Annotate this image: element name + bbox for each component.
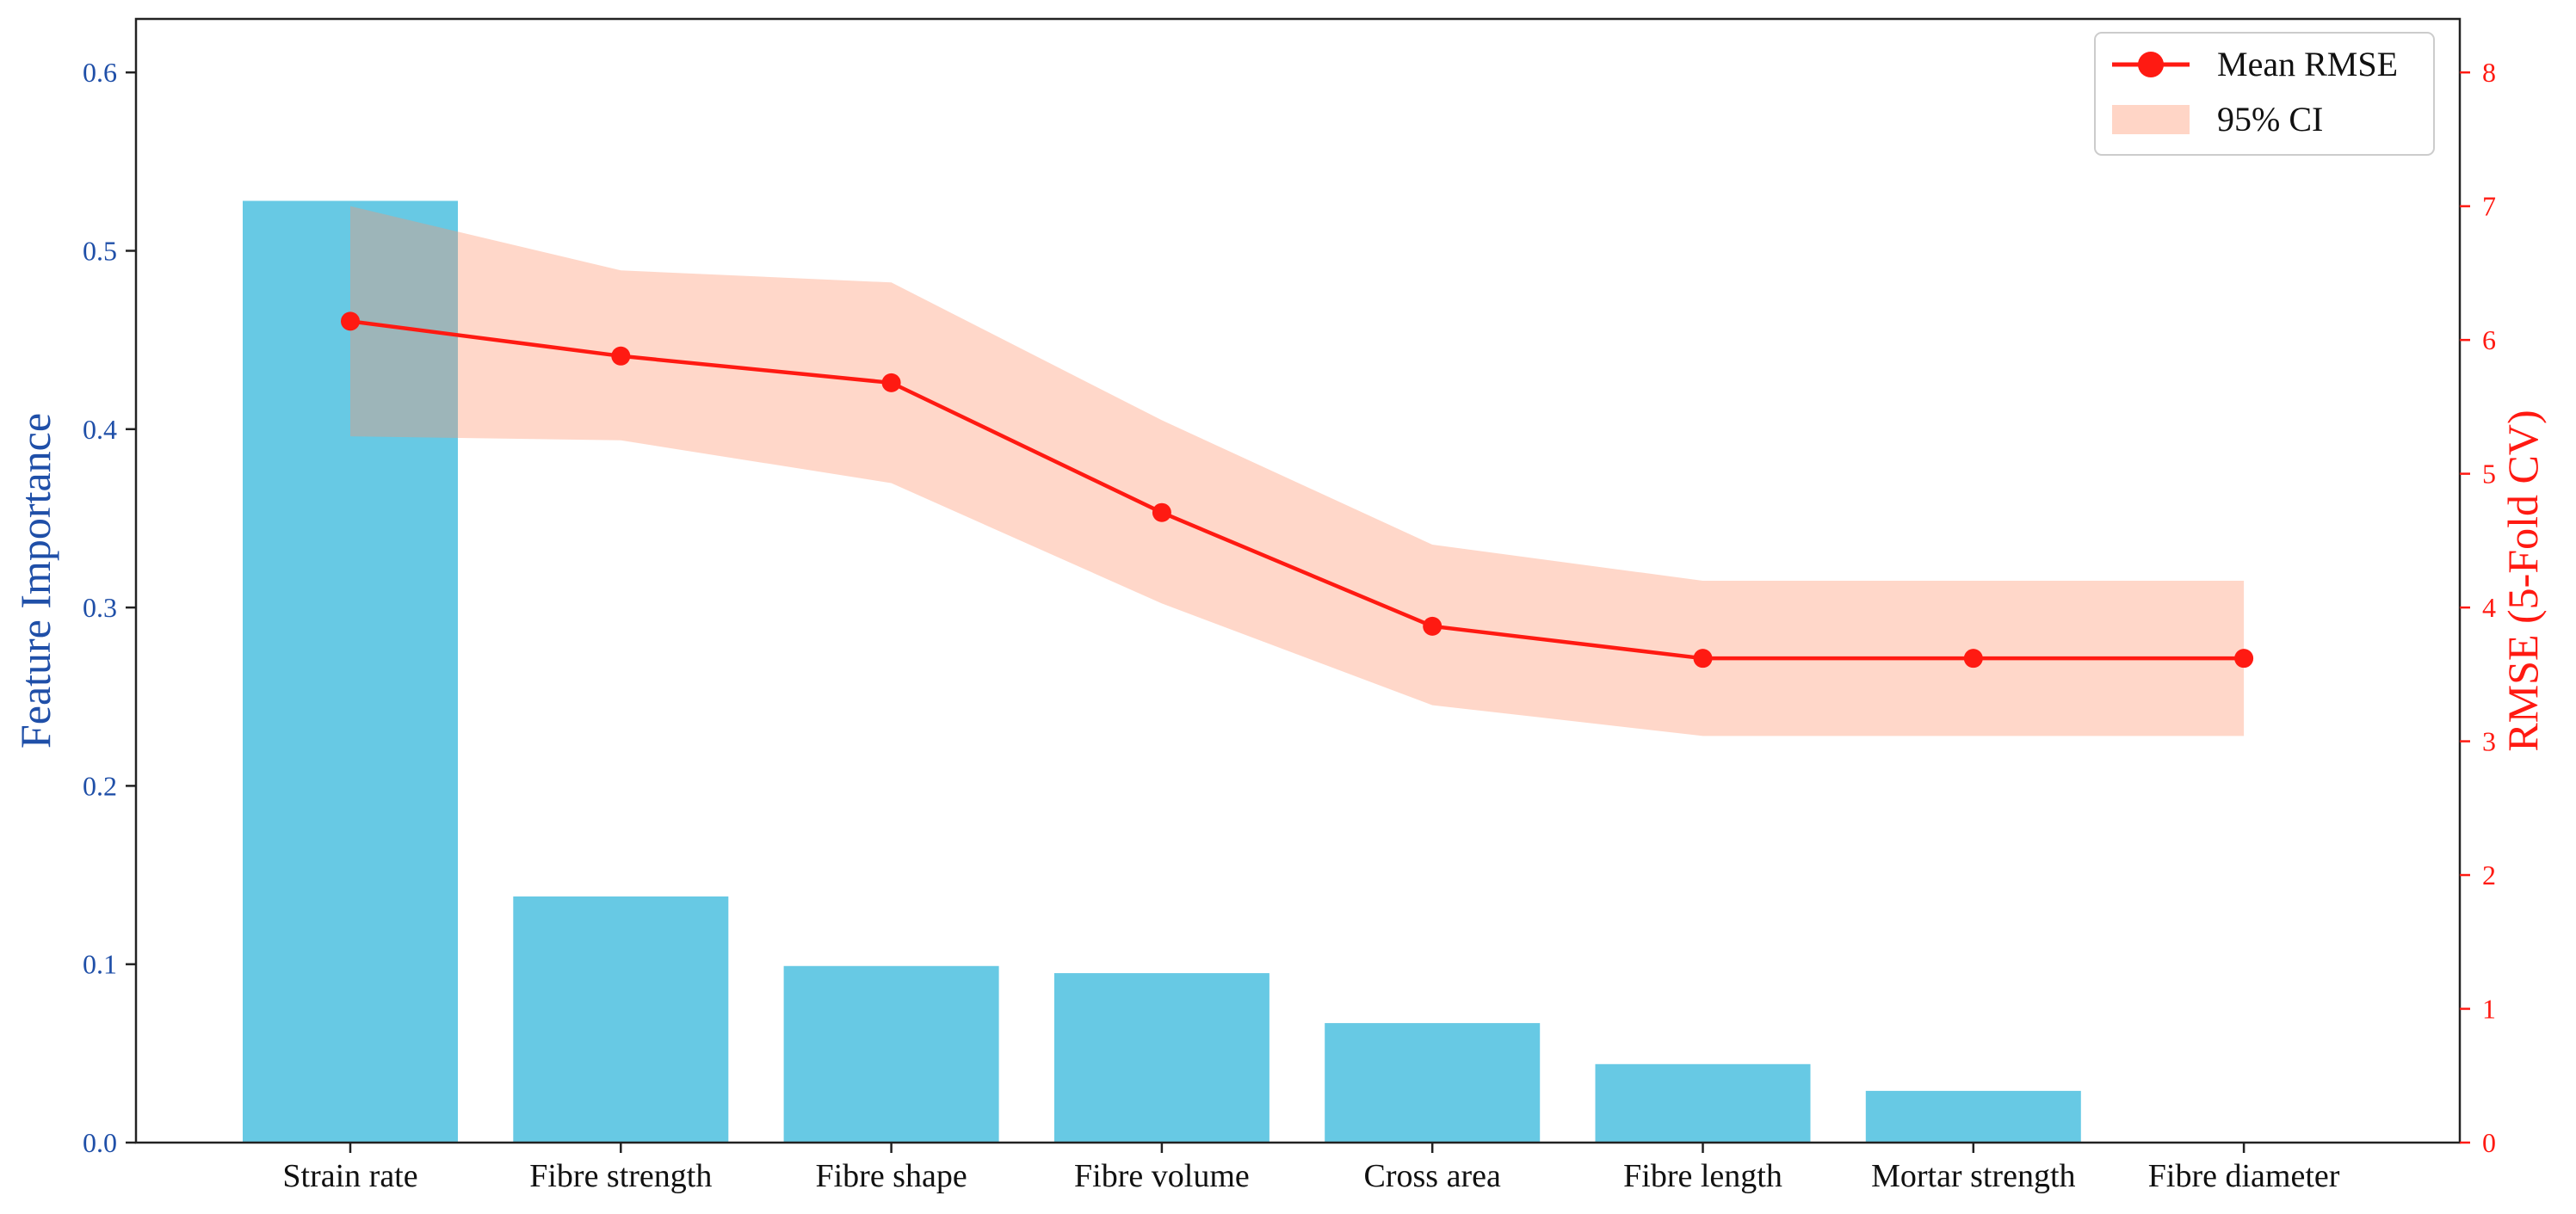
rmse-point-4 — [1423, 616, 1442, 636]
bar-mortar-strength — [1865, 1090, 2081, 1143]
right-tick-label: 5 — [2482, 459, 2496, 490]
right-axis: 0 1 2 3 4 5 6 7 8 — [2460, 57, 2496, 1158]
right-tick-label: 0 — [2482, 1127, 2496, 1158]
ci-bar-overlap — [350, 206, 458, 438]
bar-cross-area — [1325, 1023, 1541, 1143]
rmse-point-3 — [1152, 502, 1171, 522]
bar-fibre-strength — [513, 896, 729, 1143]
left-tick-label: 0.4 — [83, 414, 117, 445]
ci-band-layer — [350, 206, 2245, 736]
legend-ci-swatch — [2112, 105, 2190, 134]
legend-marker-swatch — [2138, 52, 2164, 77]
rmse-point-6 — [1963, 649, 1983, 669]
right-tick-label: 1 — [2482, 994, 2496, 1025]
rmse-line-layer — [341, 311, 2254, 669]
rmse-point-0 — [341, 311, 360, 331]
left-tick-label: 0.3 — [83, 592, 117, 623]
rmse-point-1 — [611, 346, 631, 366]
right-axis-label: RMSE (5-Fold CV) — [2499, 410, 2547, 751]
rmse-point-5 — [1693, 649, 1713, 669]
left-tick-label: 0.1 — [83, 949, 117, 980]
x-tick-label: Cross area — [1364, 1158, 1501, 1194]
bars-layer — [243, 200, 2081, 1143]
rmse-line — [349, 319, 2245, 661]
right-tick-label: 6 — [2482, 324, 2496, 355]
right-tick-label: 3 — [2482, 726, 2496, 757]
legend: Mean RMSE 95% CI — [2094, 32, 2435, 156]
rmse-point-2 — [881, 373, 901, 392]
ci-band — [350, 206, 2245, 736]
bar-fibre-shape — [783, 965, 999, 1143]
left-tick-label: 0.0 — [83, 1127, 117, 1158]
x-tick-label: Mortar strength — [1871, 1158, 2075, 1194]
x-axis: Strain rate Fibre strength Fibre shape Fibr… — [282, 1143, 2340, 1194]
right-tick-label: 2 — [2482, 860, 2496, 890]
left-tick-label: 0.5 — [83, 235, 117, 266]
left-tick-label: 0.6 — [83, 57, 117, 88]
x-tick-label: Fibre shape — [815, 1158, 967, 1194]
right-tick-label: 8 — [2482, 57, 2496, 88]
bar-fibre-volume — [1053, 973, 1269, 1143]
left-axis-label: Feature Importance — [11, 413, 59, 749]
bar-fibre-length — [1595, 1063, 1811, 1143]
x-tick-label: Fibre diameter — [2148, 1158, 2340, 1194]
x-tick-label: Strain rate — [282, 1158, 417, 1194]
x-tick-label: Fibre length — [1623, 1158, 1782, 1194]
right-tick-label: 4 — [2482, 592, 2496, 623]
rmse-point-7 — [2234, 649, 2254, 669]
right-tick-label: 7 — [2482, 191, 2496, 222]
legend-label-ci: 95% CI — [2217, 100, 2323, 139]
legend-label-mean-rmse: Mean RMSE — [2217, 45, 2398, 83]
left-tick-label: 0.2 — [83, 770, 117, 801]
x-tick-label: Fibre volume — [1074, 1158, 1250, 1194]
plot-frame — [134, 17, 2462, 1144]
left-axis: 0.0 0.1 0.2 0.3 0.4 0.5 0.6 — [83, 57, 136, 1158]
x-tick-label: Fibre strength — [529, 1158, 712, 1194]
